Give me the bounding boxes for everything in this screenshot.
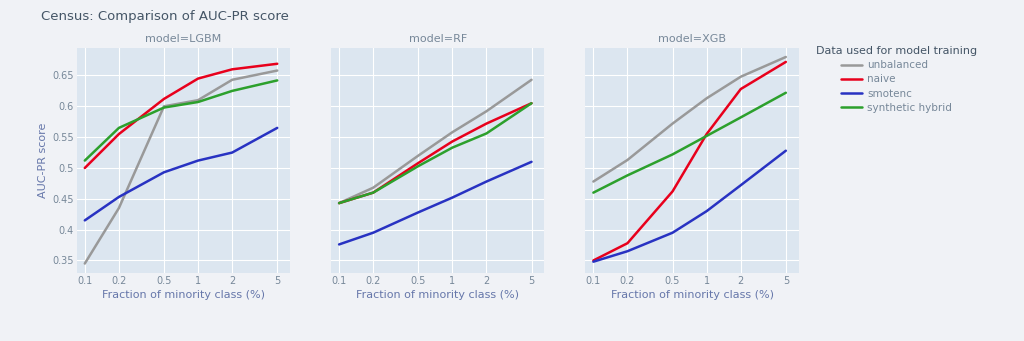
Title: model=XGB: model=XGB (658, 34, 726, 44)
Legend: unbalanced, naive, smotenc, synthetic hybrid: unbalanced, naive, smotenc, synthetic hy… (816, 46, 977, 113)
smotenc (367, 231, 379, 235)
smotenc (226, 150, 239, 154)
Line: synthetic hybrid: synthetic hybrid (339, 103, 531, 203)
synthetic hybrid (700, 134, 713, 138)
Line: unbalanced: unbalanced (85, 71, 278, 264)
synthetic hybrid (525, 101, 538, 105)
Title: model=RF: model=RF (409, 34, 467, 44)
Line: synthetic hybrid: synthetic hybrid (593, 93, 785, 193)
synthetic hybrid (622, 173, 634, 177)
smotenc (779, 149, 792, 153)
synthetic hybrid (667, 152, 679, 157)
Line: smotenc: smotenc (339, 162, 531, 244)
synthetic hybrid (333, 201, 345, 205)
unbalanced (113, 206, 125, 210)
naive (333, 201, 345, 205)
synthetic hybrid (587, 191, 599, 195)
synthetic hybrid (271, 78, 284, 83)
unbalanced (271, 69, 284, 73)
naive (622, 241, 634, 245)
smotenc (271, 126, 284, 130)
naive (113, 132, 125, 136)
smotenc (700, 209, 713, 213)
smotenc (622, 249, 634, 253)
Line: unbalanced: unbalanced (339, 80, 531, 203)
X-axis label: Fraction of minority class (%): Fraction of minority class (%) (610, 290, 773, 300)
unbalanced (587, 179, 599, 183)
Title: model=LGBM: model=LGBM (145, 34, 221, 44)
naive (667, 189, 679, 193)
naive (480, 121, 493, 125)
unbalanced (622, 158, 634, 162)
unbalanced (333, 201, 345, 205)
naive (525, 101, 538, 105)
smotenc (412, 210, 424, 214)
unbalanced (367, 186, 379, 190)
naive (191, 76, 204, 80)
naive (700, 132, 713, 136)
synthetic hybrid (412, 164, 424, 168)
X-axis label: Fraction of minority class (%): Fraction of minority class (%) (102, 290, 265, 300)
naive (158, 97, 170, 101)
naive (271, 62, 284, 66)
smotenc (446, 195, 459, 199)
smotenc (667, 231, 679, 235)
Line: unbalanced: unbalanced (593, 57, 785, 181)
synthetic hybrid (367, 191, 379, 195)
unbalanced (525, 78, 538, 82)
unbalanced (226, 78, 239, 82)
unbalanced (446, 130, 459, 134)
synthetic hybrid (779, 91, 792, 95)
synthetic hybrid (191, 100, 204, 104)
smotenc (333, 242, 345, 247)
smotenc (525, 160, 538, 164)
unbalanced (779, 55, 792, 59)
unbalanced (412, 153, 424, 158)
unbalanced (734, 75, 746, 79)
synthetic hybrid (158, 105, 170, 109)
unbalanced (480, 109, 493, 113)
naive (734, 87, 746, 91)
naive (587, 258, 599, 263)
naive (79, 166, 91, 170)
unbalanced (191, 98, 204, 102)
X-axis label: Fraction of minority class (%): Fraction of minority class (%) (356, 290, 519, 300)
synthetic hybrid (226, 89, 239, 93)
smotenc (191, 159, 204, 163)
synthetic hybrid (113, 126, 125, 130)
naive (226, 67, 239, 71)
unbalanced (700, 96, 713, 100)
smotenc (158, 170, 170, 174)
smotenc (734, 183, 746, 187)
Line: naive: naive (593, 62, 785, 261)
smotenc (79, 218, 91, 222)
Text: Census: Comparison of AUC-PR score: Census: Comparison of AUC-PR score (41, 10, 289, 23)
unbalanced (667, 121, 679, 125)
synthetic hybrid (79, 159, 91, 163)
Line: naive: naive (339, 103, 531, 203)
synthetic hybrid (734, 115, 746, 119)
unbalanced (158, 104, 170, 108)
naive (367, 191, 379, 195)
naive (412, 161, 424, 165)
smotenc (113, 195, 125, 199)
Line: synthetic hybrid: synthetic hybrid (85, 80, 278, 161)
Y-axis label: AUC-PR score: AUC-PR score (38, 122, 48, 198)
naive (446, 139, 459, 144)
unbalanced (79, 262, 91, 266)
Line: smotenc: smotenc (593, 151, 785, 262)
naive (779, 60, 792, 64)
smotenc (587, 260, 599, 264)
synthetic hybrid (480, 131, 493, 135)
Line: smotenc: smotenc (85, 128, 278, 220)
synthetic hybrid (446, 146, 459, 150)
Line: naive: naive (85, 64, 278, 168)
smotenc (480, 179, 493, 183)
